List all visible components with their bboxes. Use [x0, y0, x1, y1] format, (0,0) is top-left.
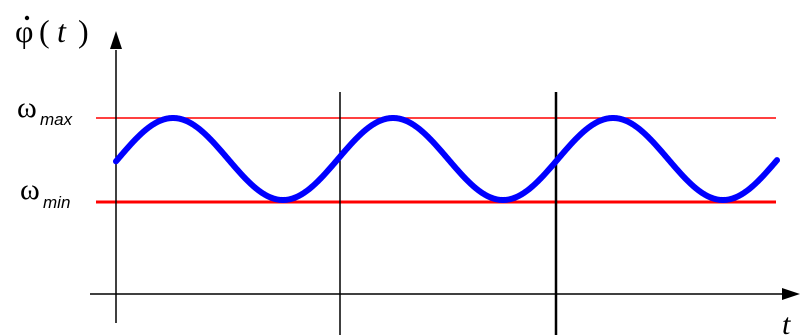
y-axis-label: φ ( t )	[15, 13, 89, 49]
y-axis-label-variable: t	[57, 13, 67, 49]
y-axis-arrow-icon	[110, 31, 122, 49]
omega-min-symbol: ω	[20, 173, 40, 206]
omega-max-subscript: max	[40, 110, 73, 129]
omega-min-label: ω min	[20, 173, 70, 212]
omega-min-subscript: min	[43, 193, 70, 212]
y-axis-label-open-paren: (	[39, 13, 50, 49]
derivative-dot-icon	[24, 15, 30, 21]
omega-max-symbol: ω	[17, 91, 37, 124]
x-axis-label: t	[782, 308, 791, 335]
y-axis-label-close-paren: )	[78, 13, 89, 49]
omega-max-label: ω max	[17, 91, 73, 129]
x-axis-arrow-icon	[782, 288, 800, 300]
y-axis-label-function: φ	[15, 13, 33, 49]
velocity-curve	[113, 115, 780, 203]
